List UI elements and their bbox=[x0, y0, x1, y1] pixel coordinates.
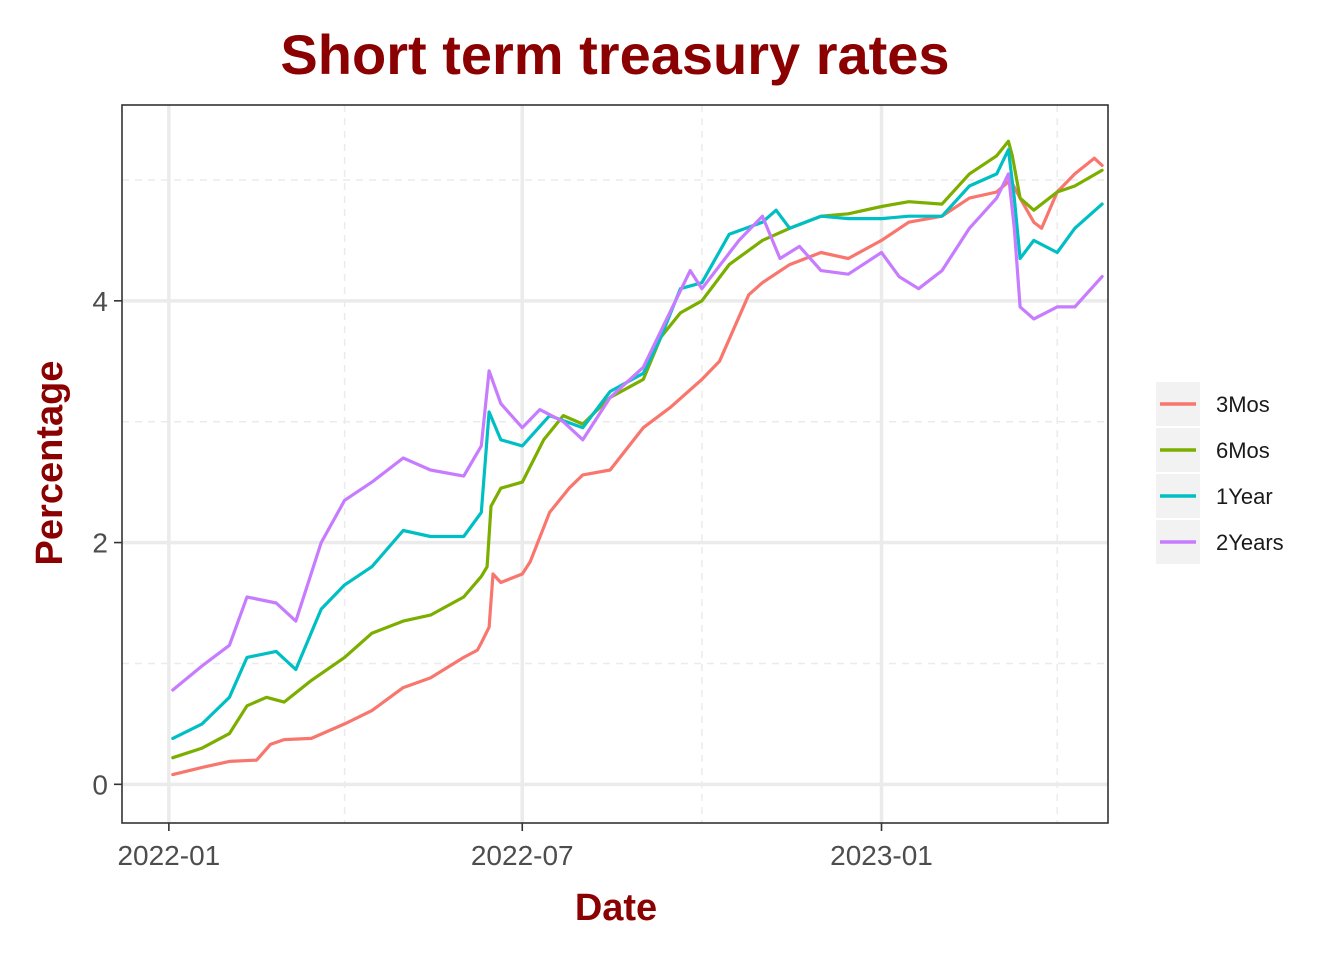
axis-ticks: 2022-01 2022-07 2023-01 0 2 4 bbox=[92, 286, 932, 871]
legend-label-2years: 2Years bbox=[1216, 530, 1284, 555]
series-line-3mos bbox=[171, 156, 1104, 777]
series-line-6mos bbox=[171, 139, 1104, 760]
y-tick-label: 0 bbox=[92, 769, 108, 800]
legend: 3Mos 6Mos 1Year 2Years bbox=[1156, 382, 1284, 564]
panel-border bbox=[121, 104, 1109, 824]
series-line-2years bbox=[171, 172, 1104, 692]
chart-title: Short term treasury rates bbox=[280, 23, 949, 86]
legend-label-3mos: 3Mos bbox=[1216, 392, 1270, 417]
x-tick-label: 2023-01 bbox=[830, 840, 933, 871]
y-axis-title: Percentage bbox=[29, 361, 71, 566]
series-layer bbox=[171, 139, 1104, 777]
minor-gridlines bbox=[122, 105, 1108, 823]
x-axis-title: Date bbox=[575, 887, 657, 929]
legend-label-6mos: 6Mos bbox=[1216, 438, 1270, 463]
y-tick-label: 2 bbox=[92, 528, 108, 559]
x-tick-label: 2022-01 bbox=[117, 840, 220, 871]
series-line-1year bbox=[171, 148, 1104, 740]
y-tick-label: 4 bbox=[92, 286, 108, 317]
legend-label-1year: 1Year bbox=[1216, 484, 1273, 509]
x-tick-label: 2022-07 bbox=[471, 840, 574, 871]
major-gridlines bbox=[122, 105, 1108, 823]
